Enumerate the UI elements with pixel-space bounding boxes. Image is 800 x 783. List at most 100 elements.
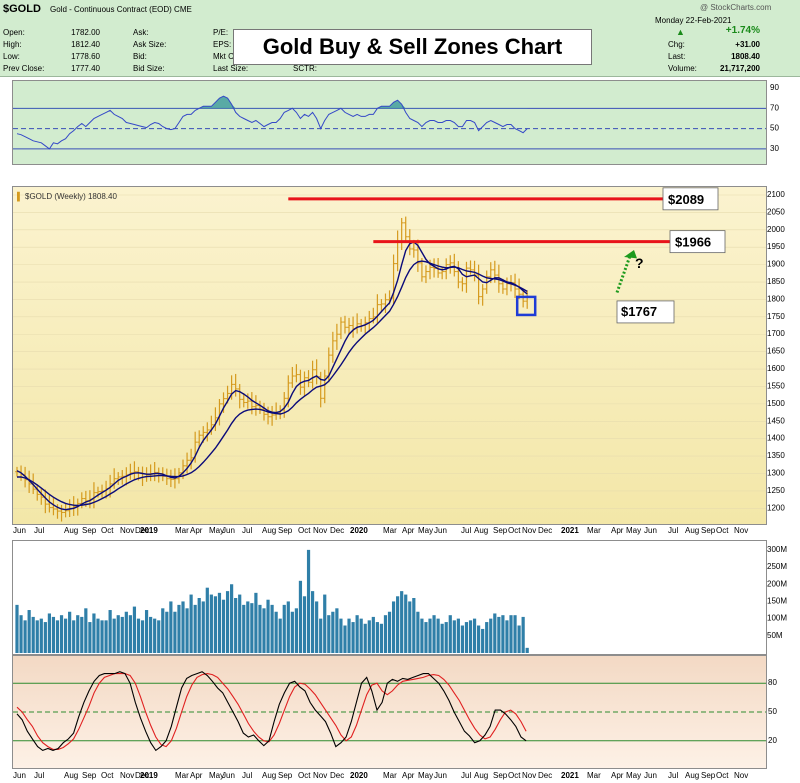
x-tick-label-bottom: Oct <box>508 771 521 780</box>
volume-bar <box>217 592 222 653</box>
price-tick-label: 1250 <box>767 486 785 495</box>
volume-bar <box>108 610 112 653</box>
x-tick-label-top: Sep <box>701 526 716 535</box>
chg-value: +31.00 <box>735 40 760 49</box>
volume-bar <box>513 615 517 653</box>
stoch-tick-label: 50 <box>768 707 777 716</box>
volume-bar <box>258 604 262 653</box>
x-tick-label-bottom: Jul <box>461 771 471 780</box>
volume-bar <box>468 620 473 653</box>
x-tick-label-bottom: May <box>209 771 224 780</box>
x-tick-label-bottom: Aug <box>64 771 78 780</box>
x-tick-label-top: Aug <box>64 526 78 535</box>
x-tick-label-top: Jul <box>461 526 471 535</box>
x-tick-label-bottom: Nov <box>313 771 327 780</box>
volume-bar <box>197 598 201 653</box>
volume-bar <box>371 616 375 653</box>
volume-bar <box>359 618 363 653</box>
high-value: 1812.40 <box>71 40 100 49</box>
stoch-d-line <box>16 673 527 750</box>
x-tick-label-bottom: Oct <box>298 771 311 780</box>
volume-bar <box>432 615 436 653</box>
volume-bar <box>80 616 84 653</box>
volume-bar <box>47 613 51 653</box>
x-tick-label-bottom: Dec <box>135 771 149 780</box>
high-label: High: <box>3 40 22 49</box>
date-label: Monday 22-Feb-2021 <box>655 16 732 25</box>
last-value: 1808.40 <box>731 52 760 61</box>
x-tick-label-top: Sep <box>278 526 293 535</box>
rsi-line <box>16 95 528 150</box>
volume-bar <box>278 618 282 653</box>
volume-bar <box>408 601 412 653</box>
volume-bar <box>436 618 440 653</box>
volume-bar <box>39 618 43 653</box>
x-tick-label-bottom: Mar <box>383 771 397 780</box>
x-tick-label-bottom: Dec <box>538 771 552 780</box>
x-tick-label-top: Jul <box>34 526 44 535</box>
last-size-label: Last Size: <box>213 64 249 73</box>
volume-bar <box>505 620 509 653</box>
volume-bar <box>270 604 274 653</box>
x-tick-label-top: May <box>209 526 224 535</box>
open-value: 1782.00 <box>71 28 100 37</box>
stoch-tick-label: 20 <box>768 736 777 745</box>
volume-bar <box>116 615 120 653</box>
low-value: 1778.60 <box>71 52 100 61</box>
question-mark: ? <box>635 255 644 271</box>
stochastic-plot <box>13 671 766 752</box>
price-tick-label: 1950 <box>767 242 785 251</box>
x-tick-label-top: 2019 <box>140 526 158 535</box>
volume-bar <box>355 615 359 653</box>
volume-bar <box>274 611 278 653</box>
volume-bar <box>266 599 270 653</box>
volume-bar <box>335 608 339 653</box>
volume-bar <box>327 615 331 653</box>
x-tick-label-bottom: Sep <box>701 771 716 780</box>
up-arrow-icon <box>624 250 637 259</box>
x-tick-label-bottom: Apr <box>190 771 203 780</box>
price-tick-label: 1750 <box>767 312 785 321</box>
legend-swatch: ▌ <box>17 191 23 202</box>
pe-label: P/E: <box>213 28 229 37</box>
volume-bar <box>302 596 307 653</box>
volume-bar <box>100 620 104 653</box>
price-tick-label: 1650 <box>767 347 785 356</box>
volume-bar <box>96 618 100 653</box>
sma-slow-line <box>17 260 528 507</box>
volume-bar <box>306 549 311 653</box>
volume-bar <box>221 599 226 653</box>
volume-bar <box>440 623 444 653</box>
x-tick-label-top: Jun <box>13 526 26 535</box>
volume-bar <box>209 594 213 653</box>
instrument-name: Gold - Continuous Contract (EOD) CME <box>50 5 192 14</box>
volume-bar <box>27 610 31 653</box>
volume-bar <box>23 620 27 653</box>
volume-bar <box>420 618 424 653</box>
x-tick-label-bottom: Aug <box>474 771 488 780</box>
volume-bar <box>517 625 521 653</box>
price-tick-label: 1700 <box>767 329 785 338</box>
volume-bar <box>444 622 448 653</box>
volume-bar <box>400 591 404 653</box>
volume-plot <box>15 549 529 653</box>
volume-tick-label: 100M <box>767 614 787 623</box>
price-tick-label: 2100 <box>767 190 785 199</box>
volume-bar <box>347 618 351 653</box>
sctr-label: SCTR: <box>293 64 317 73</box>
volume-bar <box>169 601 173 653</box>
x-tick-label-bottom: 2019 <box>140 771 158 780</box>
volume-bar <box>448 615 452 653</box>
volume-bar <box>246 601 250 653</box>
x-tick-label-top: Apr <box>611 526 624 535</box>
stoch-tick-label: 80 <box>768 678 777 687</box>
rsi-tick-label: 30 <box>770 144 779 153</box>
x-tick-label-top: Jul <box>242 526 252 535</box>
x-tick-label-bottom: Nov <box>120 771 134 780</box>
x-tick-label-bottom: May <box>626 771 641 780</box>
volume-bar <box>153 618 157 653</box>
bid-size-label: Bid Size: <box>133 64 165 73</box>
x-tick-label-top: Sep <box>493 526 508 535</box>
volume-bar <box>497 616 501 653</box>
